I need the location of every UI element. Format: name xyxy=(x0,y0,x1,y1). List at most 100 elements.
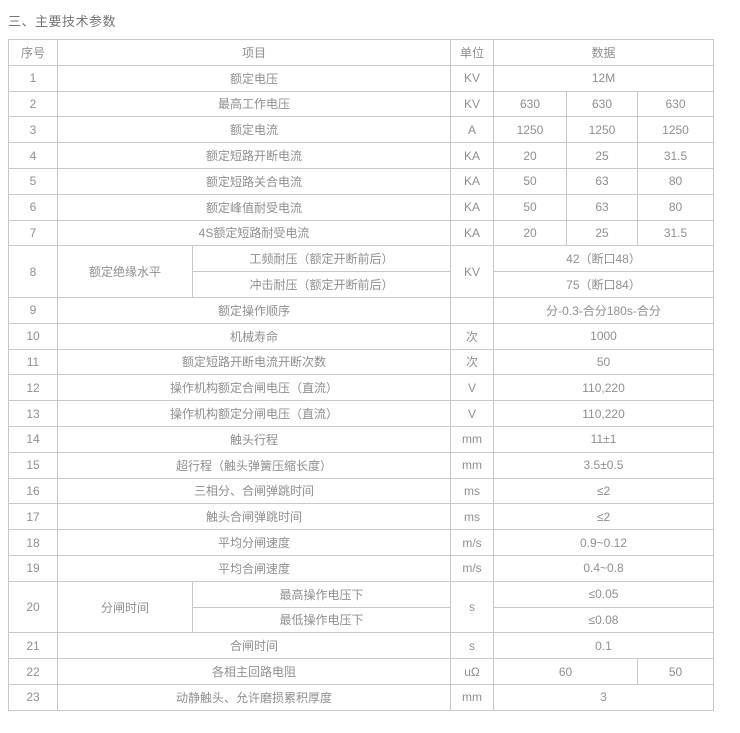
cell-unit: KA xyxy=(450,167,495,195)
cell-row-number: 12 xyxy=(8,374,58,402)
cell-row-number: 6 xyxy=(8,193,58,221)
table-row: 2 最高工作电压 KV 630 630 630 xyxy=(8,90,715,118)
cell-item: 额定短路关合电流 xyxy=(56,167,452,195)
table-row: 冲击耐压（额定开断前后） 75（断口84） xyxy=(9,271,715,298)
table-row: 14 触头行程 mm 11±1 xyxy=(8,425,715,453)
specs-table: 序号 项目 单位 数据 1 额定电压 KV 12M 2 最高工作电压 KV 630 630 630… xyxy=(8,39,715,711)
cell-item: 合闸时间 xyxy=(56,632,452,660)
cell-value: 3.5±0.5 xyxy=(493,451,715,479)
cell-unit: mm xyxy=(450,683,495,711)
table-row: 17 触头合闸弹跳时间 ms ≤2 xyxy=(8,503,715,531)
cell-row-number: 9 xyxy=(8,296,58,324)
cell-unit: KV xyxy=(450,90,495,118)
cell-value: 11±1 xyxy=(493,425,715,453)
cell-unit: mm xyxy=(450,451,495,479)
cell-row-number: 21 xyxy=(8,632,58,660)
cell-unit: 次 xyxy=(450,322,495,350)
cell-unit: KV xyxy=(450,64,495,92)
cell-item: 最高工作电压 xyxy=(56,90,452,118)
table-row: 13 操作机构额定分闸电压（直流） V 110,220 xyxy=(8,400,715,427)
cell-value: 60 xyxy=(493,658,639,685)
cell-value: 50 xyxy=(493,348,715,376)
table-row: 5 额定短路关合电流 KA 50 63 80 xyxy=(8,167,715,195)
table-row: 4 额定短路开断电流 KA 20 25 31.5 xyxy=(8,142,715,169)
cell-item: 动静触头、允许磨损累积厚度 xyxy=(56,683,452,711)
cell-value: 1000 xyxy=(493,322,715,350)
table-row: 23 动静触头、允许磨损累积厚度 mm 3 xyxy=(8,683,715,711)
cell-unit: mm xyxy=(450,425,495,453)
cell-value: 1250 xyxy=(566,116,639,144)
cell-item: 平均分闸速度 xyxy=(56,529,452,556)
cell-value: 25 xyxy=(566,219,639,247)
cell-row-number: 7 xyxy=(8,219,58,247)
cell-row-number: 16 xyxy=(8,477,58,505)
cell-unit: V xyxy=(450,400,495,427)
cell-value: 20 xyxy=(493,219,568,247)
cell-value: ≤0.08 xyxy=(493,606,715,634)
cell-value: 20 xyxy=(493,142,568,169)
table-row: 19 平均合闸速度 m/s 0.4~0.8 xyxy=(8,554,715,582)
cell-value: 80 xyxy=(637,167,715,195)
cell-item-sub: 冲击耐压（额定开断前后） xyxy=(191,271,452,298)
cell-item: 三相分、合闸弹跳时间 xyxy=(56,477,452,505)
table-row: 10 机械寿命次 1000 xyxy=(8,322,715,350)
cell-value: 50 xyxy=(637,658,715,685)
cell-item-sub: 最高操作电压下 xyxy=(191,580,452,608)
cell-item: 额定电压 xyxy=(56,64,452,92)
table-row: 7 4S额定短路耐受电流 KA 20 25 31.5 xyxy=(8,219,715,247)
cell-unit: KA xyxy=(450,142,495,169)
table-header-row: 序号 项目 单位 数据 xyxy=(8,39,715,66)
cell-value: 75（断口84） xyxy=(493,271,715,298)
table-row: 9 额定操作顺序 分-0.3-合分180s-合分 xyxy=(8,296,715,324)
cell-value: 31.5 xyxy=(637,142,715,169)
cell-item: 操作机构额定合闸电压（直流） xyxy=(56,374,452,402)
cell-item: 额定短路开断电流开断次数 xyxy=(56,348,452,376)
cell-row-number: 14 xyxy=(8,425,58,453)
table-row: 15 超行程（触头弹簧压缩长度） mm 3.5±0.5 xyxy=(8,451,715,479)
header-no: 序号 xyxy=(8,39,58,66)
cell-value: 1250 xyxy=(637,116,715,144)
cell-row-number: 20 xyxy=(8,580,58,634)
cell-row-number: 13 xyxy=(8,400,58,427)
table-row: 6 额定峰值耐受电流 KA 50 63 80 xyxy=(8,193,715,221)
cell-unit: KA xyxy=(450,219,495,247)
cell-value: 630 xyxy=(493,90,568,118)
cell-value: 1250 xyxy=(493,116,568,144)
cell-item: 操作机构额定分闸电压（直流） xyxy=(56,400,452,427)
cell-row-number: 22 xyxy=(8,658,58,685)
cell-unit: KV xyxy=(450,245,495,298)
cell-value: 110,220 xyxy=(493,400,715,427)
cell-unit xyxy=(450,296,495,324)
cell-unit: ms xyxy=(450,477,495,505)
cell-row-number: 23 xyxy=(8,683,58,711)
table-row: 最低操作电压下 ≤0.08 xyxy=(9,606,715,634)
table-row: 16 三相分、合闸弹跳时间 ms ≤2 xyxy=(8,477,715,505)
cell-row-number: 11 xyxy=(8,348,58,376)
cell-value: 80 xyxy=(637,193,715,221)
table-row: 1 额定电压 KV 12M xyxy=(8,64,715,92)
cell-value: 0.1 xyxy=(493,632,715,660)
cell-value: 0.9~0.12 xyxy=(493,529,715,556)
cell-value: 31.5 xyxy=(637,219,715,247)
cell-row-number: 19 xyxy=(8,554,58,582)
cell-unit: uΩ xyxy=(450,658,495,685)
header-unit: 单位 xyxy=(450,39,495,66)
cell-item: 4S额定短路耐受电流 xyxy=(56,219,452,247)
cell-item: 额定电流 xyxy=(56,116,452,144)
cell-item-group: 分闸时间 xyxy=(57,580,193,634)
cell-item: 超行程（触头弹簧压缩长度） xyxy=(56,451,452,479)
header-data: 数据 xyxy=(493,39,715,66)
cell-value: 630 xyxy=(637,90,715,118)
header-item: 项目 xyxy=(56,39,452,66)
cell-value: 25 xyxy=(566,142,639,169)
cell-value: ≤2 xyxy=(493,477,715,505)
cell-row-number: 17 xyxy=(8,503,58,531)
cell-value: 3 xyxy=(493,683,715,711)
cell-unit: A xyxy=(450,116,495,144)
cell-unit: 次 xyxy=(450,348,495,376)
cell-value: 63 xyxy=(566,167,639,195)
cell-value: 0.4~0.8 xyxy=(493,554,715,582)
cell-value: 630 xyxy=(566,90,639,118)
table-row: 12 操作机构额定合闸电压（直流） V 110,220 xyxy=(8,374,715,402)
